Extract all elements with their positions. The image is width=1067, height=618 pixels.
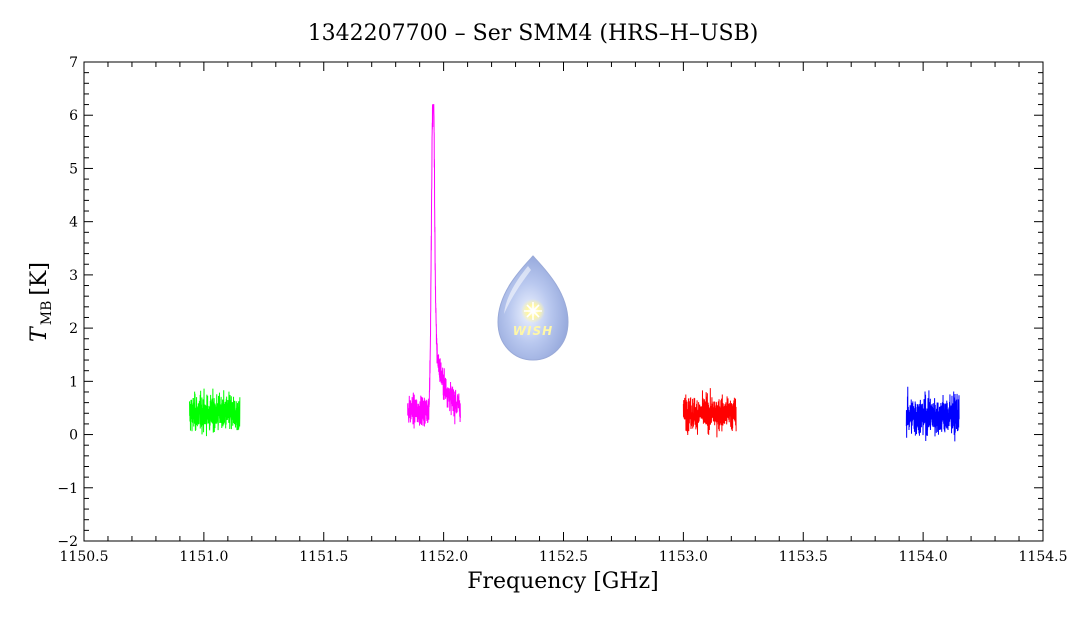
y-tick-labels: −2 −1 0 1 2 3 4 5 6 7	[57, 55, 78, 550]
y-tick-label: 6	[69, 108, 78, 124]
chart-title: 1342207700 – Ser SMM4 (HRS–H–USB)	[308, 21, 759, 46]
y-tick-label: −1	[57, 481, 78, 497]
x-tick-labels: 1150.5 1151.0 1151.5 1152.0 1152.5 1153.0 1153…	[60, 549, 1067, 565]
star-rays	[524, 302, 542, 320]
axis-ticks	[83, 61, 1044, 542]
y-tick-label: 2	[69, 321, 78, 337]
y-axis-label: TMB [K]	[27, 262, 55, 342]
x-tick-label: 1152.0	[419, 549, 468, 565]
x-tick-label: 1154.5	[1019, 549, 1067, 565]
spectrum-series-4	[905, 386, 960, 442]
series-layer	[188, 104, 960, 442]
wish-logo: WISH	[497, 255, 569, 361]
spectrum-series-2	[407, 104, 461, 429]
x-tick-label: 1153.0	[659, 549, 708, 565]
y-axis-label-symbol: T	[27, 325, 52, 342]
x-tick-label: 1150.5	[60, 549, 109, 565]
spectrum-series-1	[188, 388, 241, 437]
y-tick-label: 1	[69, 374, 78, 390]
x-tick-label: 1151.0	[179, 549, 228, 565]
y-axis-label-subscript: MB	[39, 301, 55, 326]
y-tick-label: 0	[69, 428, 78, 444]
x-axis-label: Frequency [GHz]	[467, 569, 659, 594]
y-tick-label: 7	[69, 55, 78, 71]
y-tick-label: 3	[69, 268, 78, 284]
y-tick-label: 5	[69, 161, 78, 177]
spectrum-series-3	[682, 388, 737, 438]
y-tick-label: 4	[69, 215, 78, 231]
y-axis-label-unit: [K]	[27, 262, 52, 296]
x-tick-label: 1153.5	[779, 549, 828, 565]
drop-highlight	[504, 266, 531, 314]
x-tick-label: 1152.5	[539, 549, 588, 565]
x-tick-label: 1154.0	[899, 549, 948, 565]
y-tick-label: −2	[57, 534, 78, 550]
logo-text: WISH	[513, 324, 553, 338]
x-tick-label: 1151.5	[299, 549, 348, 565]
